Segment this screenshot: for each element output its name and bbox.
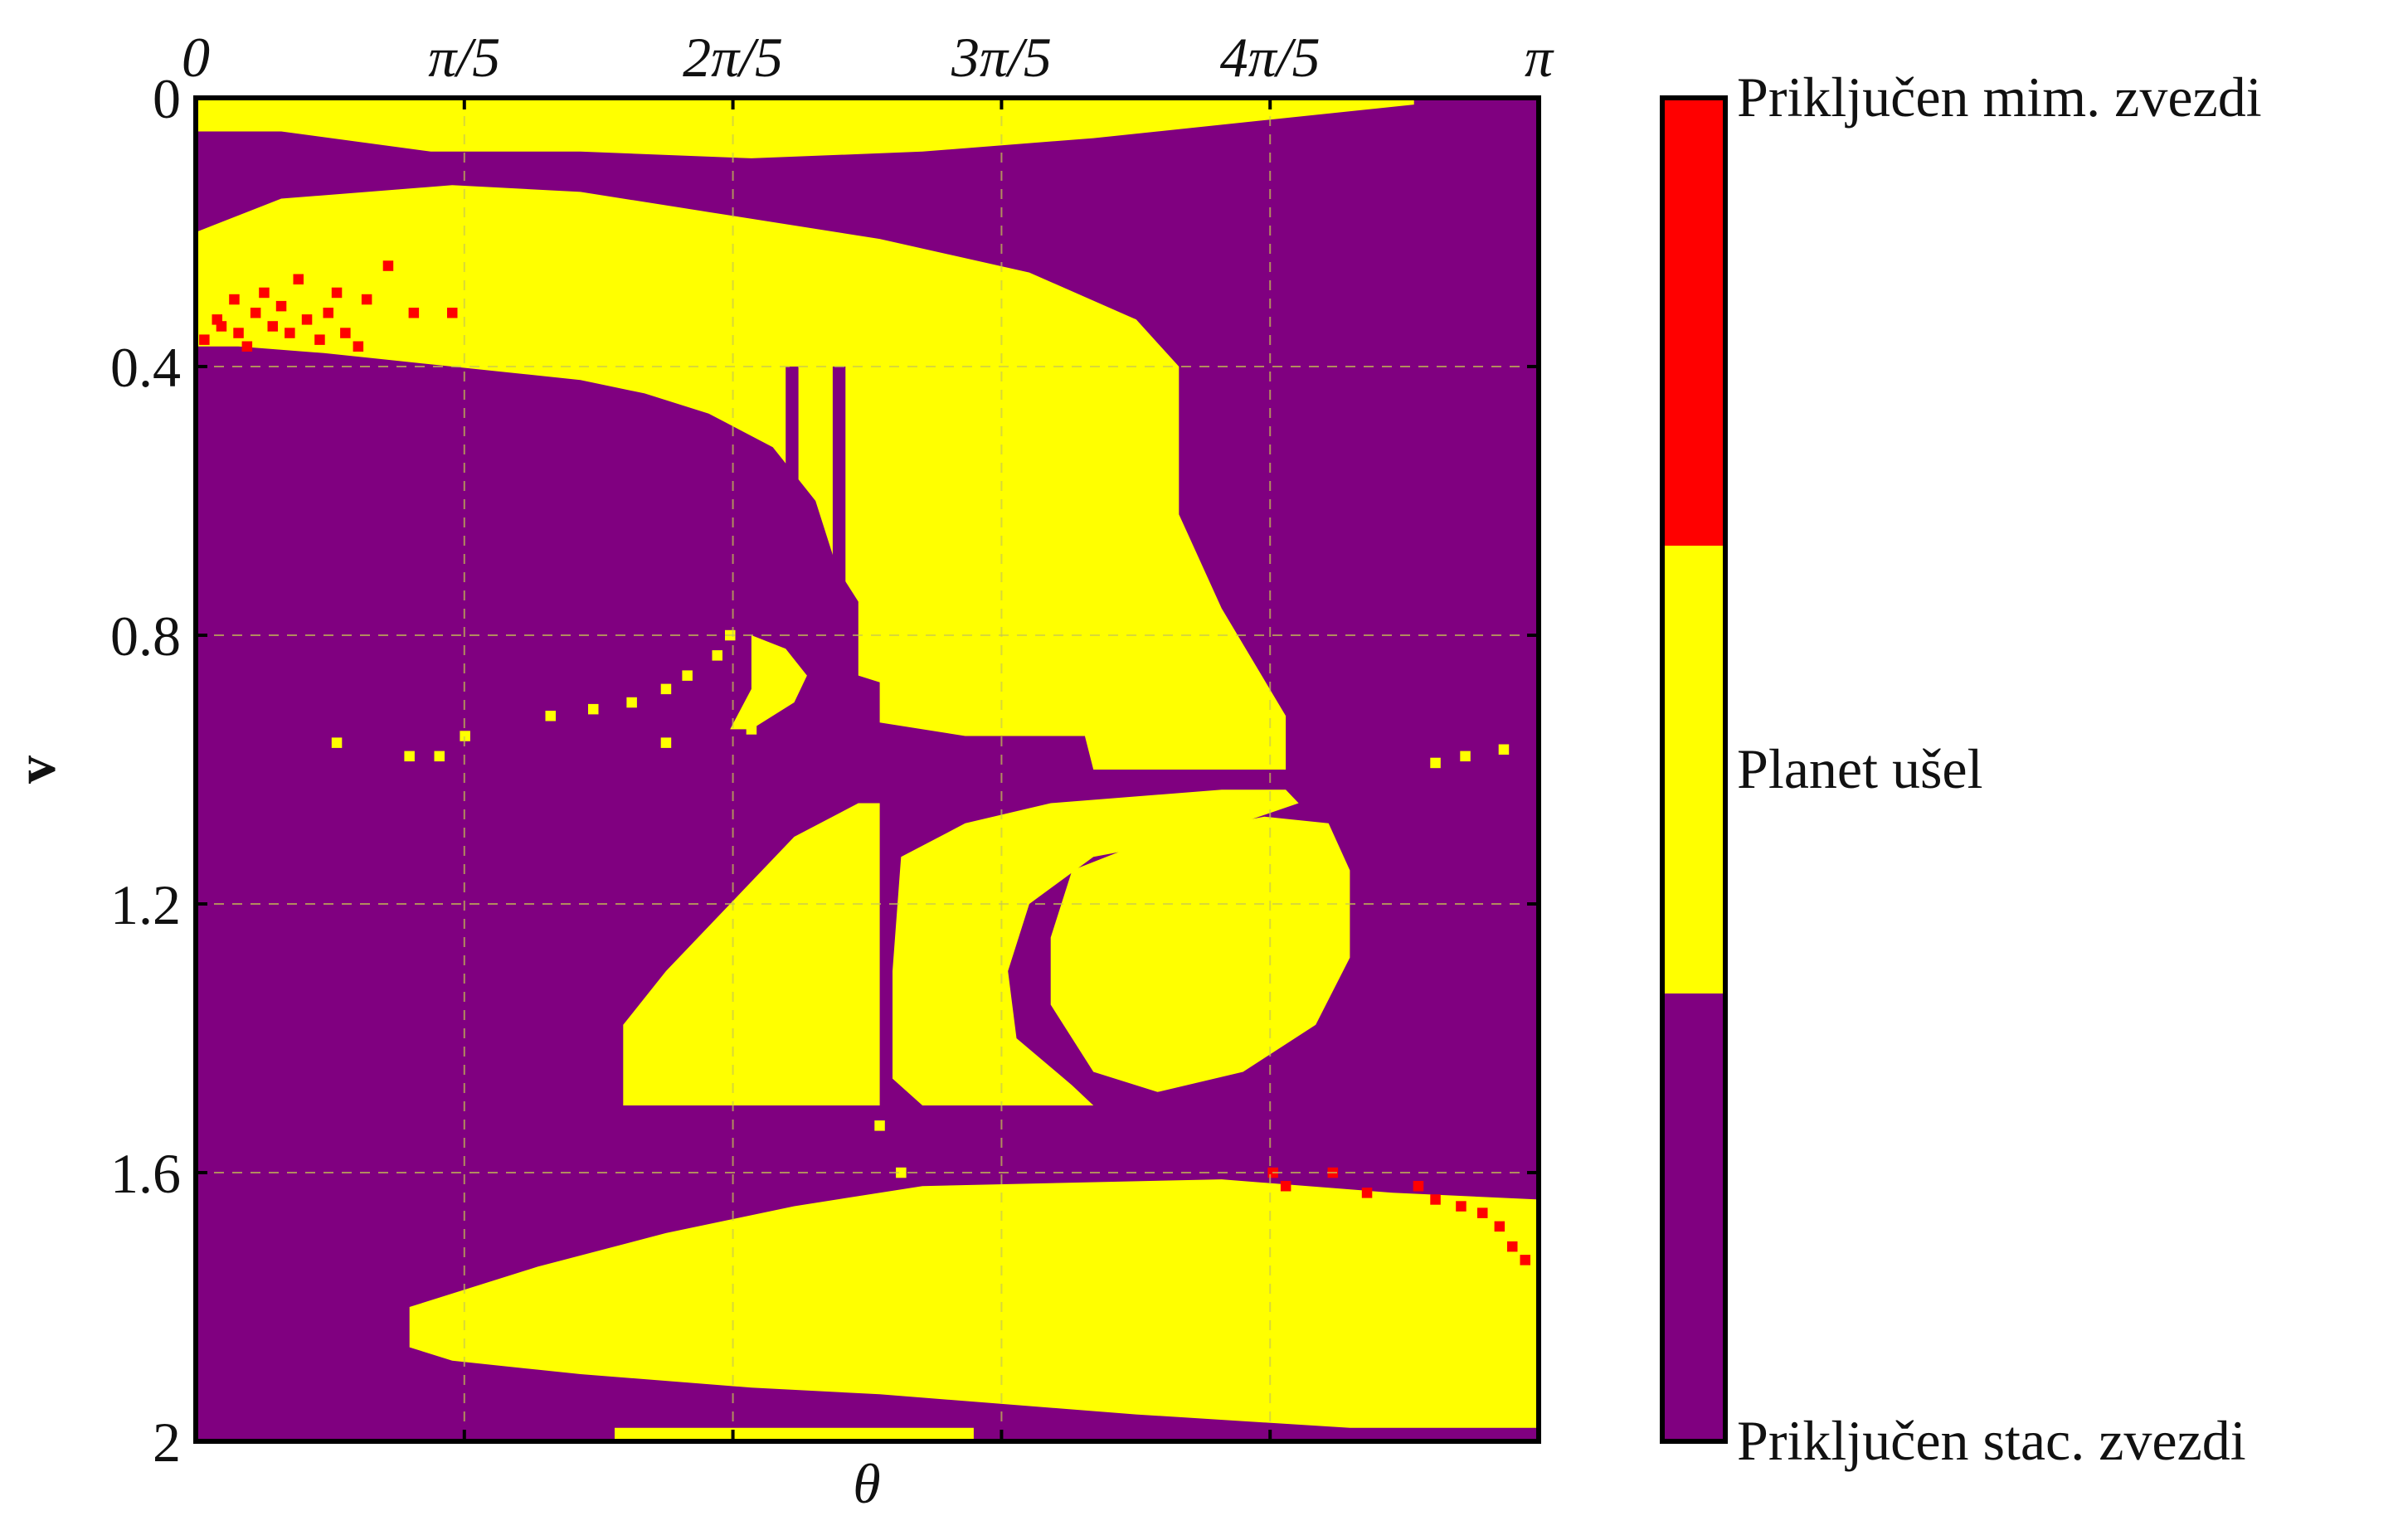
plot-frame (193, 95, 1541, 1444)
region-bottom-lens (409, 1179, 1539, 1428)
speckle-escaped-34 (404, 751, 415, 762)
speckle-escaped-45 (746, 724, 757, 735)
speckle-passing-28 (1456, 1201, 1467, 1212)
speckle-escaped-47 (896, 1167, 907, 1178)
x-tick-label: π (1525, 26, 1554, 89)
speckle-escaped-36 (460, 731, 470, 741)
speckle-escaped-39 (626, 697, 637, 708)
speckle-passing-6 (250, 308, 261, 318)
colorbar: Priključen mim. zvezdi Planet ušel Priklju… (1660, 66, 2262, 1472)
speckle-escaped-48 (1430, 757, 1441, 769)
speckle-passing-30 (1494, 1221, 1505, 1232)
speckle-passing-27 (1430, 1194, 1441, 1205)
speckle-passing-4 (233, 328, 244, 338)
x-tick-label: 2π/5 (683, 26, 783, 89)
speckle-escaped-41 (682, 670, 693, 681)
y-tick-label: 0.4 (110, 336, 181, 399)
speckle-passing-0 (199, 334, 210, 345)
x-axis-label: θ (853, 1452, 880, 1515)
y-tick-label: 0.8 (110, 605, 181, 668)
speckle-passing-8 (267, 321, 278, 332)
speckle-passing-17 (353, 341, 364, 352)
y-tick-label: 1.6 (110, 1142, 181, 1205)
region-left-triangle (623, 803, 880, 1105)
x-axis-ticks: 0 π/5 2π/5 3π/5 4π/5 π (182, 26, 1554, 1441)
speckle-passing-14 (323, 308, 333, 318)
speckle-escaped-49 (1460, 751, 1471, 762)
y-tick-label: 0 (153, 67, 181, 130)
speckle-passing-29 (1477, 1207, 1488, 1218)
colorbar-label-passing: Priključen mim. zvezdi (1737, 66, 2262, 129)
speckle-escaped-42 (712, 650, 722, 661)
x-tick-label: π/5 (428, 26, 500, 89)
y-axis-label: v (4, 755, 67, 784)
x-tick-label: 3π/5 (951, 26, 1052, 89)
speckle-passing-11 (293, 274, 304, 284)
speckle-passing-15 (331, 287, 343, 299)
y-axis-ticks: 0 0.4 0.8 1.2 1.6 2 (110, 67, 1539, 1474)
speckle-passing-9 (275, 300, 287, 312)
speckle-passing-21 (447, 308, 458, 318)
colorbar-label-escaped: Planet ušel (1737, 737, 1983, 800)
colorbar-segment-escaped (1662, 546, 1725, 993)
region-upper-arc (196, 185, 1287, 770)
region-stripe-a (786, 367, 799, 635)
region-top-band (196, 98, 1414, 158)
colorbar-label-stationary: Priključen stac. zvezdi (1737, 1409, 2246, 1472)
grid-layer (196, 98, 1539, 1441)
speckles-layer (199, 260, 1530, 1266)
region-stripe-b (832, 367, 846, 602)
speckle-passing-31 (1507, 1241, 1518, 1252)
speckle-escaped-46 (874, 1120, 885, 1131)
colorbar-segment-stationary (1662, 993, 1725, 1441)
speckle-passing-32 (1520, 1255, 1530, 1266)
x-tick-label: 0 (182, 26, 210, 89)
x-tick-label: 4π/5 (1220, 26, 1321, 89)
region-bottom-strip (615, 1427, 974, 1441)
speckle-passing-16 (340, 328, 351, 338)
speckle-passing-23 (1280, 1181, 1291, 1192)
speckle-passing-10 (285, 328, 295, 338)
speckle-passing-5 (241, 341, 253, 352)
speckle-passing-20 (408, 308, 420, 318)
speckle-passing-26 (1413, 1181, 1424, 1192)
region-arc-tail (730, 635, 807, 730)
speckle-passing-13 (314, 334, 325, 345)
regions-layer (196, 98, 1539, 1441)
y-tick-label: 1.2 (110, 873, 181, 936)
speckle-escaped-38 (588, 703, 599, 715)
speckle-escaped-44 (660, 737, 672, 748)
speckle-passing-7 (259, 287, 270, 299)
speckle-escaped-40 (660, 683, 672, 695)
speckle-passing-19 (382, 260, 394, 271)
speckle-escaped-35 (434, 751, 445, 762)
speckle-passing-12 (301, 314, 313, 325)
speckle-escaped-37 (545, 711, 556, 721)
speckle-passing-18 (361, 294, 372, 305)
region-middle-wedge (893, 789, 1299, 1105)
speckle-passing-3 (229, 294, 240, 305)
speckle-passing-2 (216, 321, 227, 332)
colorbar-segment-passing (1662, 98, 1725, 546)
speckle-escaped-33 (331, 737, 343, 748)
y-tick-label: 2 (153, 1411, 181, 1474)
speckle-escaped-50 (1498, 744, 1510, 755)
speckle-passing-25 (1361, 1188, 1373, 1198)
region-right-oval (1050, 816, 1350, 1092)
colorbar-frame (1660, 95, 1728, 1444)
